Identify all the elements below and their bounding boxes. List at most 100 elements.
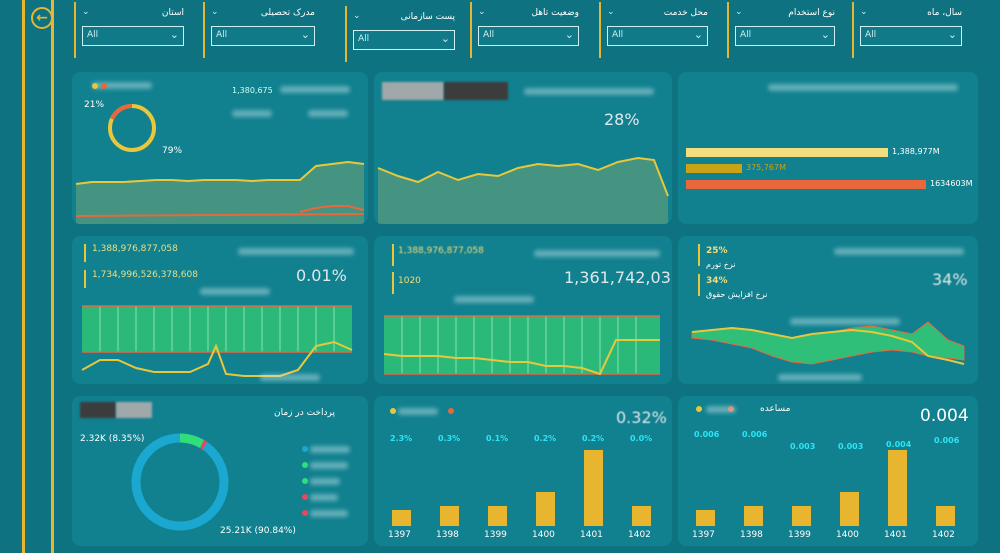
blurred-axis-label: [778, 374, 862, 381]
chevron-down-icon: ⌄: [564, 28, 574, 41]
filter-value: All: [865, 30, 877, 40]
filter-value: All: [740, 30, 752, 40]
filter-select[interactable]: All ⌄: [860, 26, 962, 46]
band-line-chart: [691, 321, 965, 365]
bar-1402: [632, 506, 651, 526]
blurred-legend: [398, 408, 438, 415]
card-payment-donut: پرداخت در زمان 2.32K (8.35%) 25.21K (90.…: [72, 396, 368, 546]
bar-2-label: 375,767M: [746, 163, 786, 172]
legend-dot: [92, 83, 98, 89]
inflation-pct: 25%: [706, 246, 728, 256]
data-label: 0.006: [742, 430, 768, 439]
chevron-down-icon: ⌄: [300, 28, 310, 41]
bar-1402: [936, 506, 955, 526]
legend-dot: [302, 446, 308, 452]
salary-increase-label: نرخ افزایش حقوق: [706, 290, 768, 299]
kpi-value: 28%: [604, 110, 640, 129]
chevron-down-icon[interactable]: ⌄: [478, 7, 486, 17]
filter-value: All: [612, 30, 624, 40]
x-tick-label: 1397: [692, 530, 715, 540]
toggle-right[interactable]: [444, 82, 508, 100]
filter-select[interactable]: All ⌄: [735, 26, 835, 46]
x-tick-label: 1399: [484, 530, 507, 540]
x-tick-label: 1398: [740, 530, 763, 540]
card-bar-chart-2: مساعده 0.004 1397 0.006 1398 0.006 1399 0.003…: [678, 396, 978, 546]
chevron-down-icon[interactable]: ⌄: [860, 7, 868, 17]
data-label: 0.003: [790, 442, 816, 451]
chevron-down-icon[interactable]: ⌄: [735, 7, 743, 17]
filter-value: All: [216, 30, 228, 40]
toggle-right[interactable]: [116, 402, 152, 418]
blurred-label: [232, 110, 272, 117]
bar-1401: [584, 450, 603, 526]
band-line-chart: [383, 315, 660, 376]
legend-dot: [302, 494, 308, 500]
back-arrow-icon[interactable]: ←: [31, 7, 53, 29]
data-label: 0.004: [886, 440, 912, 449]
left-rail: ←: [0, 0, 58, 553]
blurred-axis-label: [790, 318, 900, 325]
filter-select[interactable]: All ⌄: [478, 26, 579, 46]
donut-pct-large: 79%: [162, 146, 183, 156]
accent-bar: [84, 270, 86, 288]
kpi-value: 1,380,675: [232, 86, 273, 95]
blurred-legend: [92, 82, 152, 89]
kpi-value-2: 1,734,996,526,378,608: [92, 270, 198, 280]
toggle-left[interactable]: [382, 82, 444, 100]
filter-select[interactable]: All ⌄: [607, 26, 708, 46]
data-label: 0.003: [838, 442, 864, 451]
bar-1-label: 1,388,977M: [892, 147, 940, 156]
card-service-trend: 28%: [374, 72, 672, 224]
chevron-down-icon: ⌄: [947, 28, 957, 41]
donut-small: [108, 104, 156, 152]
blurred-legend: [706, 406, 736, 413]
kpi-value-1: 1,388,976,877,058: [92, 244, 178, 254]
filter-workplace: محل خدمت ⌄ All ⌄: [599, 2, 716, 58]
data-label: 0.2%: [534, 434, 557, 443]
kpi-value-1: 1,388,976,877,058: [398, 246, 484, 256]
filter-title: مدرک تحصیلی: [260, 8, 315, 18]
x-tick-label: 1400: [836, 530, 859, 540]
legend-label: [310, 510, 348, 517]
donut-label-small: 2.32K (8.35%): [80, 434, 145, 444]
x-tick-label: 1402: [932, 530, 955, 540]
kpi-value: 0.004: [920, 406, 969, 426]
blurred-axis-label: [454, 296, 534, 303]
data-label: 0.1%: [486, 434, 509, 443]
rail-line: [51, 0, 54, 553]
filter-select[interactable]: All ⌄: [353, 30, 455, 50]
card-bar-chart-1: 0.32% 1397 2.3% 1398 0.3% 1399 0.1% 1400 0.2% 14…: [374, 396, 672, 546]
blurred-title: [524, 88, 654, 95]
filter-select[interactable]: All ⌄: [211, 26, 315, 46]
filter-title: محل خدمت: [663, 8, 708, 18]
bar-3-label: 1634603M: [930, 179, 973, 188]
chevron-down-icon[interactable]: ⌄: [82, 7, 90, 17]
legend-dot: [728, 406, 734, 412]
chevron-down-icon[interactable]: ⌄: [211, 7, 219, 17]
toggle-left[interactable]: [80, 402, 116, 418]
legend-dot: [302, 510, 308, 516]
chevron-down-icon[interactable]: ⌄: [353, 11, 361, 21]
bar-1397: [392, 510, 411, 526]
donut-pct-small: 21%: [84, 100, 105, 110]
filter-employment-type: نوع استخدام ⌄ All ⌄: [727, 2, 843, 58]
filter-title: سال، ماه: [927, 8, 962, 18]
data-label: 0.006: [934, 436, 960, 445]
legend-label: مساعده: [760, 404, 791, 414]
x-tick-label: 1401: [580, 530, 603, 540]
bar-1399: [792, 506, 811, 526]
legend-dot: [448, 408, 454, 414]
filter-select[interactable]: All ⌄: [82, 26, 184, 46]
legend-label: [310, 446, 350, 453]
card-bar-summary: 1,388,977M 375,767M 1634603M: [678, 72, 978, 224]
area-line-chart: [377, 156, 669, 224]
x-tick-label: 1400: [532, 530, 555, 540]
filter-value: All: [87, 30, 99, 40]
chevron-down-icon[interactable]: ⌄: [607, 7, 615, 17]
filter-marital-status: وضعیت تاهل ⌄ All ⌄: [470, 2, 587, 58]
blurred-title: [534, 250, 660, 257]
filter-value: All: [483, 30, 495, 40]
blurred-legend: [768, 84, 958, 91]
bar-1398: [744, 506, 763, 526]
legend-dot: [696, 406, 702, 412]
